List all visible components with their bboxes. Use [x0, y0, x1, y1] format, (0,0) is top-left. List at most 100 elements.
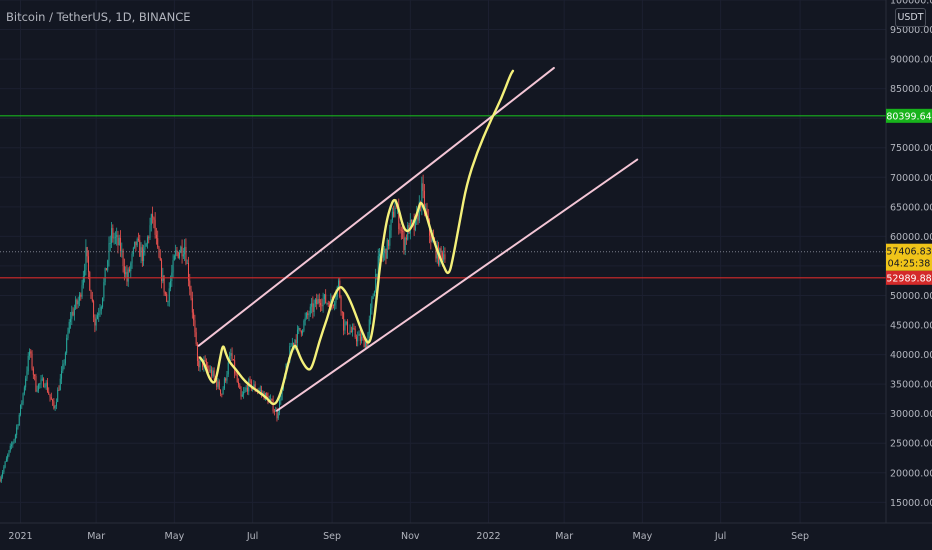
candle-body — [161, 260, 163, 282]
horizontal-levels[interactable] — [0, 115, 886, 279]
candle-body — [363, 337, 365, 348]
candle-body — [398, 207, 400, 229]
candle-body — [346, 321, 348, 333]
candle-body — [400, 230, 402, 232]
candle-body — [384, 248, 386, 254]
candle-body — [49, 394, 51, 398]
projection-drawing[interactable] — [198, 69, 515, 406]
candle-body — [357, 335, 359, 342]
candle-body — [130, 263, 132, 272]
candle-body — [26, 371, 28, 379]
candle-body — [48, 391, 50, 395]
candle-body — [227, 362, 229, 375]
candle-body — [0, 478, 1, 482]
candle-body — [423, 190, 425, 210]
candle-body — [422, 183, 424, 191]
candle-body — [44, 386, 46, 388]
price-tick-label: 95000.00 — [890, 25, 932, 36]
candle-body — [113, 237, 115, 239]
candle-body — [36, 390, 38, 392]
symbol-title: Bitcoin / TetherUS, 1D, BINANCE — [6, 10, 191, 24]
candle-body — [343, 312, 345, 331]
candle-body — [64, 352, 66, 364]
last-price-label: 57406.83 — [886, 247, 931, 258]
candle-body — [362, 336, 364, 338]
candle-body — [198, 361, 200, 368]
candle-body — [13, 439, 15, 443]
candle-body — [91, 298, 93, 302]
candle-body — [153, 217, 155, 220]
candle-body — [127, 269, 129, 282]
candle-body — [67, 332, 69, 338]
candle-body — [412, 220, 414, 222]
candle-body — [364, 341, 366, 348]
candle-body — [141, 247, 143, 262]
candle-body — [27, 355, 29, 372]
candle-body — [194, 320, 196, 333]
candle-body — [132, 247, 134, 255]
candle-body — [241, 394, 243, 397]
candle-body — [18, 414, 20, 426]
candle-body — [366, 341, 368, 348]
candle-body — [12, 442, 14, 445]
candle-body — [430, 235, 432, 242]
price-scale[interactable]: 15000.00 20000.00 25000.00 30000.00 35000.00… — [890, 0, 932, 509]
candle-body — [435, 242, 437, 259]
candle-body — [94, 317, 96, 326]
candle-body — [116, 235, 118, 237]
candle-body — [155, 234, 157, 239]
candle-body — [314, 299, 316, 304]
candle-body — [58, 389, 60, 391]
candle-body — [277, 412, 279, 419]
candle-body — [372, 296, 374, 299]
candle-body — [259, 389, 261, 391]
price-tick-label: 85000.00 — [890, 84, 932, 95]
candle-body — [179, 252, 181, 258]
candle-body — [63, 363, 65, 365]
candle-body — [114, 236, 116, 238]
candle-body — [87, 256, 89, 272]
candle-body — [279, 400, 281, 413]
candle-body — [421, 183, 423, 208]
price-tick-label: 15000.00 — [890, 498, 932, 509]
candle-body — [441, 252, 443, 260]
candle-body — [53, 401, 55, 409]
candle-body — [41, 378, 43, 380]
candle-body — [230, 353, 232, 356]
candle-body — [393, 211, 395, 217]
candle-body — [103, 282, 105, 298]
candle-body — [98, 313, 100, 316]
candle-body — [126, 272, 128, 282]
currency-unit-button[interactable]: USDT — [895, 8, 926, 27]
candle-body — [122, 250, 124, 267]
candle-body — [40, 379, 42, 384]
candle-body — [389, 230, 391, 246]
price-tick-label: 75000.00 — [890, 143, 932, 154]
candle-body — [167, 301, 169, 303]
candle-body — [111, 228, 113, 244]
candle-body — [271, 398, 273, 401]
candle-body — [21, 403, 23, 405]
candle-body — [31, 353, 33, 369]
candle-body — [348, 332, 350, 334]
candle-body — [196, 344, 198, 362]
candle-body — [253, 384, 255, 388]
candle-body — [120, 237, 122, 251]
candle-body — [320, 303, 322, 306]
candle-body — [220, 389, 222, 394]
candle-body — [136, 238, 138, 246]
candle-body — [304, 317, 306, 321]
candle-body — [300, 330, 302, 334]
candle-body — [207, 366, 209, 369]
candle-body — [290, 345, 292, 347]
candle-body — [399, 228, 401, 231]
candle-body — [318, 298, 320, 304]
time-scale[interactable]: 2021 Mar May Jul Sep Nov 2022 Mar May Jul Sep — [8, 531, 809, 542]
candle-body — [137, 238, 139, 241]
candle-body — [8, 450, 10, 455]
candle-body — [11, 444, 13, 446]
candle-body — [316, 299, 318, 305]
candle-body — [245, 387, 247, 390]
